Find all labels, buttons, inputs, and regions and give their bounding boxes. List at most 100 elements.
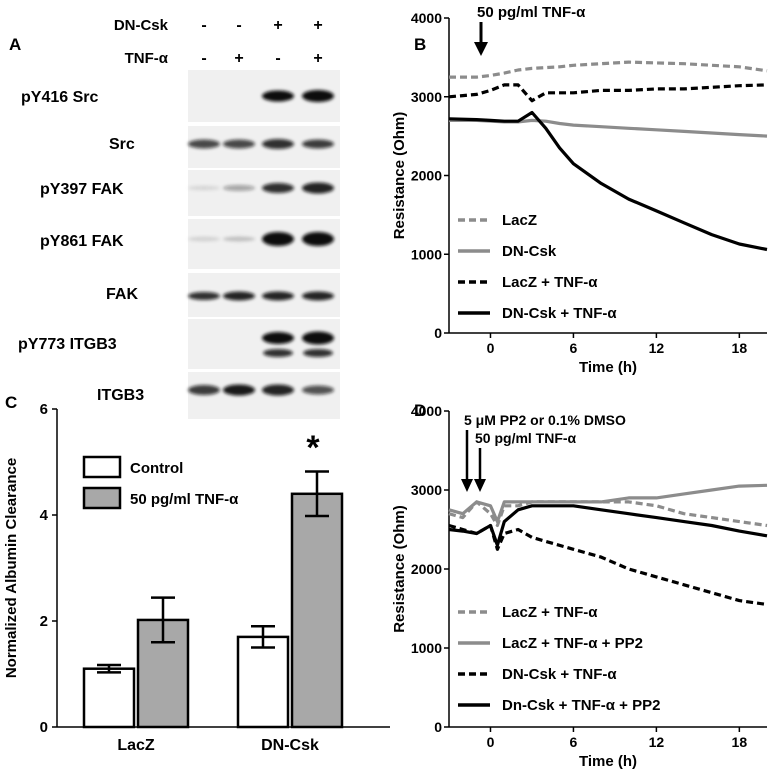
B-x-tick-label-18: 18: [732, 340, 748, 356]
D-legend-label-lacz-tnf-pp2: LacZ + TNF-α + PP2: [502, 635, 643, 652]
blot-band-7-lane-4: [302, 385, 334, 395]
panel-b-chart: 0 1000 2000 3000 4000 0 6 12 18 Time (h) Resistanc…: [391, 10, 768, 376]
B-x-tick-label-12: 12: [649, 340, 665, 356]
C-error-bar-lacz-50-pg-ml-tnf: [151, 596, 175, 644]
blot-band-5-lane-2: [223, 291, 255, 301]
B-y-tick-label-0: 0: [434, 325, 442, 341]
C-legend-label-control: Control: [130, 460, 183, 477]
blot-band-7-lane-3: [262, 384, 294, 396]
D-y-tick-label-4000: 4000: [411, 403, 442, 419]
B-series-dn-csk: [448, 118, 768, 138]
blot-band-4-lane-2: [223, 236, 255, 242]
D-series-line-dn-csk-tnf: [448, 523, 768, 607]
blot-band-2-lane-2: [223, 139, 255, 149]
sign-tnf-lane-2: +: [234, 50, 243, 67]
blot-band-4-lane-3: [262, 232, 294, 246]
blot-band-4-lane-1: [188, 236, 220, 242]
blot-band-3-lane-4: [302, 182, 334, 194]
D-series-lacz-tnf-pp2: [448, 483, 768, 524]
blot-band-4-lane-4: [302, 232, 334, 246]
panel-d: D 5 μM PP2 or 0.1% DMSO 50 pg/ml TNF-α 0…: [391, 401, 768, 770]
blot-band-3-lane-1: [188, 185, 220, 191]
D-x-axis-label: Time (h): [579, 753, 637, 770]
D-x-tick-label-6: 6: [570, 734, 578, 750]
D-y-tick-label-3000: 3000: [411, 482, 442, 498]
blot-band-6-lane-3: [262, 332, 294, 344]
C-error-bar-dn-csk-control: [251, 625, 275, 649]
C-bar-dn-csk-control: [236, 635, 290, 729]
B-legend-label-lacz: LacZ: [502, 212, 537, 229]
D-series-dn-csk-tnf: [448, 523, 768, 607]
sign-tnf-lane-1: -: [201, 50, 206, 67]
D-legend-label-lacz-tnf: LacZ + TNF-α: [502, 604, 598, 621]
panel-d-letter: D: [414, 401, 426, 420]
B-x-tick-label-6: 6: [570, 340, 578, 356]
blot-band-3-lane-3: [262, 183, 294, 193]
B-y-axis-label: Resistance (Ohm): [391, 112, 408, 240]
sign-tnf-lane-4: +: [313, 50, 322, 67]
panel-c-letter: C: [5, 393, 17, 412]
D-legend-label-dn-csk-tnf: DN-Csk + TNF-α: [502, 666, 617, 683]
sign-dn-csk-lane-1: -: [201, 17, 206, 34]
blot-background-7: [188, 372, 340, 419]
panel-d-chart: 0 1000 2000 3000 4000 0 6 12 18 Time (h) Resistanc…: [391, 403, 768, 770]
C-y-tick-label-0: 0: [40, 719, 48, 736]
blot-band-5-lane-4: [302, 291, 334, 301]
panel-d-tnf-arrow: [474, 448, 486, 492]
western-blots: [188, 70, 340, 419]
panel-b-letter: B: [414, 35, 426, 54]
panel-d-annotation-line2: 50 pg/ml TNF-α: [475, 430, 577, 446]
C-legend-swatch-control: [82, 455, 122, 479]
blot-band-7-lane-1: [188, 385, 220, 395]
C-category-label-lacz: LacZ: [117, 737, 155, 754]
blot-band-2-lane-1: [188, 139, 220, 149]
B-series-line-lacz: [449, 60, 768, 79]
B-series-lacz-tnf: [448, 83, 768, 103]
sign-tnf-lane-3: -: [275, 50, 280, 67]
header-signs: - - + + - + - +: [201, 17, 322, 67]
panel-b-tnf-arrow: [474, 22, 488, 56]
D-x-tick-label-12: 12: [649, 734, 665, 750]
blot-label-fak: FAK: [106, 286, 138, 303]
B-y-tick-label-2000: 2000: [411, 168, 442, 184]
D-x-tick-label-0: 0: [487, 734, 495, 750]
blot-band-3-lane-2: [223, 185, 255, 191]
D-series-dn-csk-tnf-pp2: [448, 504, 768, 547]
significance-asterisk: *: [306, 429, 320, 467]
D-y-tick-label-1000: 1000: [411, 640, 442, 656]
D-series-line-lacz-tnf: [448, 500, 768, 528]
B-legend-label-dn-csk-tnf: DN-Csk + TNF-α: [502, 305, 617, 322]
B-y-tick-label-1000: 1000: [411, 246, 442, 262]
panel-b: B 50 pg/ml TNF-α 0 1000 2000 3000 4000 0 6 12 18…: [391, 4, 768, 376]
blot-label-py773-itgb3: pY773 ITGB3: [18, 336, 117, 353]
C-y-tick-label-2: 2: [40, 613, 48, 630]
blot-band-1-lane-3: [262, 90, 294, 102]
C-bar-lacz-control: [82, 667, 136, 729]
B-y-tick-label-4000: 4000: [411, 10, 442, 26]
blot-label-py861-fak: pY861 FAK: [40, 233, 124, 250]
C-error-bar-dn-csk-50-pg-ml-tnf: [305, 470, 329, 518]
B-x-axis-label: Time (h): [579, 359, 637, 376]
B-x-tick-label-0: 0: [487, 340, 495, 356]
C-bar-dn-csk-50-pg-ml-tnf: [290, 492, 344, 729]
C-category-label-dn-csk: DN-Csk: [261, 737, 319, 754]
C-error-bar-lacz-control: [97, 663, 121, 674]
blot-band-5-lane-1: [188, 292, 220, 300]
header-row-label-tnfa: TNF-α: [125, 50, 169, 67]
C-y-tick-label-4: 4: [40, 507, 49, 524]
blot-band-2-lane-4: [302, 139, 334, 149]
sign-dn-csk-lane-4: +: [313, 17, 322, 34]
D-y-tick-label-2000: 2000: [411, 561, 442, 577]
blot-band-6b-lane-4: [303, 349, 333, 357]
blot-band-1-lane-4: [302, 90, 334, 102]
panel-a-letter: A: [9, 35, 21, 54]
panel-d-pp2-arrow: [461, 430, 473, 492]
B-series-line-lacz-tnf: [448, 83, 768, 103]
B-series-line-dn-csk-tnf: [448, 110, 768, 252]
blot-label-itgb3: ITGB3: [97, 387, 144, 404]
blot-band-5-lane-3: [262, 291, 294, 301]
C-y-tick-label-6: 6: [40, 401, 48, 418]
header-row-label-dncsk: DN-Csk: [114, 17, 169, 34]
blot-band-7-lane-2: [223, 384, 255, 396]
